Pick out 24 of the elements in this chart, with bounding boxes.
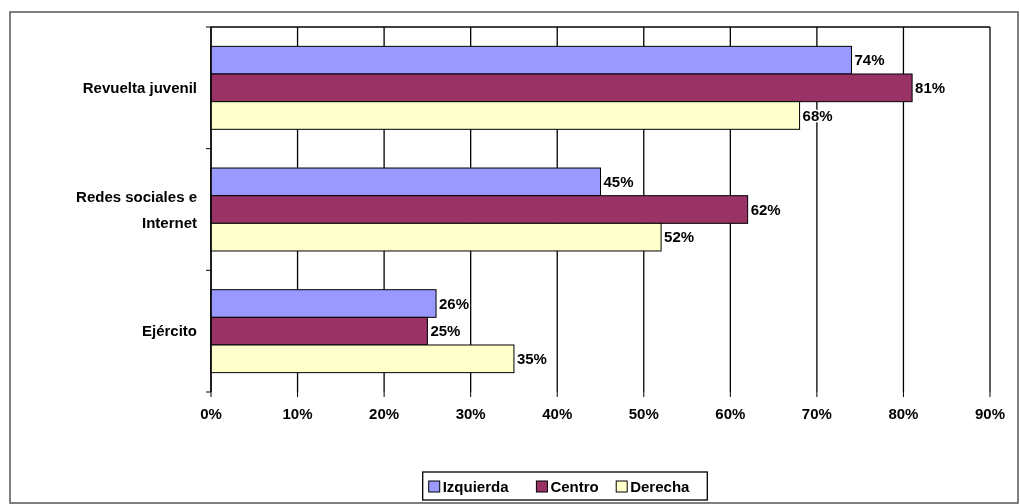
data-label: 74% bbox=[854, 51, 885, 69]
data-label: 25% bbox=[430, 322, 461, 340]
x-tick-label: 70% bbox=[801, 405, 832, 422]
x-tick-label: 50% bbox=[628, 405, 659, 422]
x-tick-label: 40% bbox=[542, 405, 573, 422]
data-label: 26% bbox=[439, 294, 470, 312]
x-tick-label: 0% bbox=[200, 405, 222, 422]
data-label: 62% bbox=[750, 200, 781, 218]
legend-label: Izquierda bbox=[442, 478, 510, 496]
data-label: 81% bbox=[915, 79, 946, 97]
y-tick-label: Redes sociales e Internet bbox=[76, 187, 197, 231]
x-tick-label: 80% bbox=[888, 405, 919, 422]
x-tick-label: 30% bbox=[455, 405, 486, 422]
y-tick-label: Revuelta juvenil bbox=[82, 79, 197, 97]
y-tick-label: Ejército bbox=[141, 322, 197, 340]
data-label: 52% bbox=[664, 228, 695, 246]
legend-label: Derecha bbox=[630, 478, 691, 496]
data-label: 35% bbox=[516, 350, 547, 368]
legend-label: Centro bbox=[550, 478, 599, 496]
x-tick-label: 60% bbox=[715, 405, 746, 422]
x-tick-label: 20% bbox=[369, 405, 400, 422]
x-tick-label: 10% bbox=[282, 405, 313, 422]
x-tick-label: 90% bbox=[974, 405, 1006, 422]
data-label: 45% bbox=[603, 173, 634, 191]
